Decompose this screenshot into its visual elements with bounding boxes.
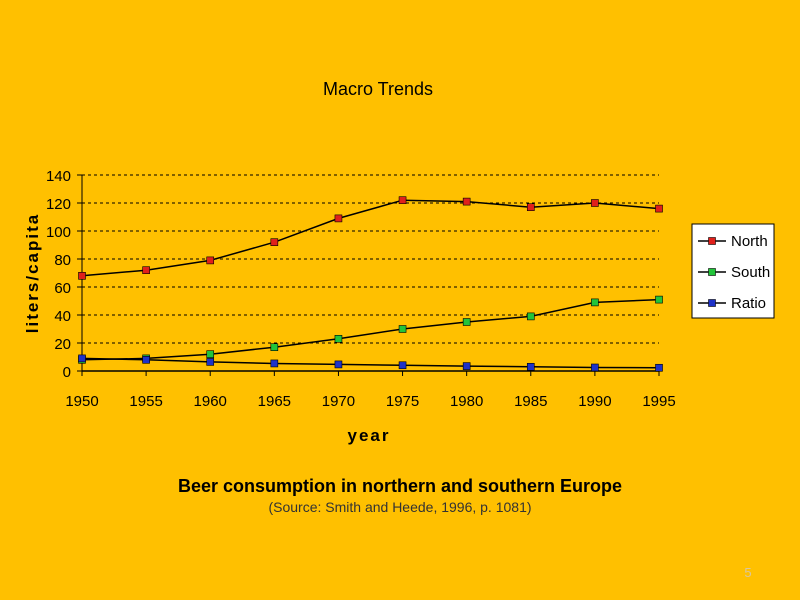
x-tick-label: 1980 <box>450 393 483 410</box>
data-point-ratio <box>270 359 279 368</box>
data-point-north <box>526 203 535 211</box>
y-axis-label: liters/capita <box>23 213 42 334</box>
legend-marker-north <box>708 237 716 245</box>
data-point-ratio <box>334 360 343 369</box>
x-tick-label: 1955 <box>129 393 162 410</box>
x-tick-label: 1960 <box>194 393 227 410</box>
data-point-north <box>462 197 471 206</box>
gridlines <box>82 174 659 344</box>
y-tick-label: 20 <box>54 336 71 353</box>
x-tick-label: 1965 <box>258 393 291 410</box>
axis-ticks: 0 20 40 60 80 100 120 140 1950 1955 1960 1965 1970 19… <box>46 168 676 410</box>
y-tick-label: 140 <box>46 168 71 185</box>
data-point-ratio <box>398 361 407 370</box>
data-point-ratio <box>526 362 535 371</box>
y-tick-label: 60 <box>54 280 71 297</box>
data-point-north <box>591 199 599 207</box>
data-point-north <box>334 214 343 223</box>
y-tick-label: 40 <box>54 308 71 325</box>
series-line-south <box>81 298 660 361</box>
chart-title: Macro Trends <box>322 79 434 99</box>
series-lines <box>78 196 663 372</box>
legend: North South Ratio <box>691 223 775 319</box>
data-point-north <box>206 256 215 265</box>
slide-caption: Beer consumption in northern and souther… <box>177 476 623 496</box>
data-point-north <box>142 266 150 275</box>
data-point-ratio <box>78 354 86 363</box>
y-tick-label: 80 <box>54 252 71 269</box>
data-point-ratio <box>591 363 599 372</box>
data-point-south <box>206 350 215 359</box>
data-point-south <box>462 318 471 326</box>
data-point-north <box>655 204 663 213</box>
x-tick-label: 1950 <box>65 393 98 410</box>
legend-label-north: North <box>731 233 768 250</box>
legend-marker-south <box>708 268 716 276</box>
x-tick-label: 1985 <box>514 393 547 410</box>
data-point-north <box>270 238 279 246</box>
x-tick-label: 1975 <box>386 393 419 410</box>
data-point-south <box>334 334 343 343</box>
series-line-north <box>81 199 660 277</box>
data-point-ratio <box>206 358 215 366</box>
data-point-ratio <box>655 363 663 372</box>
y-tick-label: 120 <box>46 196 71 213</box>
x-tick-label: 1970 <box>322 393 355 410</box>
data-point-north <box>398 196 407 204</box>
y-tick-label: 0 <box>63 364 71 381</box>
page-number: 5 <box>744 565 752 580</box>
data-point-south <box>655 295 663 304</box>
data-point-south <box>270 343 279 352</box>
x-axis-label: year <box>348 426 391 445</box>
data-point-south <box>526 312 535 321</box>
x-tick-label: 1990 <box>578 393 611 410</box>
data-point-south <box>591 298 599 307</box>
source-citation: (Source: Smith and Heede, 1996, p. 1081) <box>268 499 532 515</box>
data-point-ratio <box>462 362 471 370</box>
series-line-ratio <box>81 357 660 369</box>
legend-label-ratio: Ratio <box>731 295 766 312</box>
data-point-north <box>78 271 86 280</box>
legend-marker-ratio <box>708 299 716 307</box>
y-tick-label: 100 <box>46 224 71 241</box>
x-tick-label: 1995 <box>642 393 675 410</box>
data-point-south <box>398 325 407 333</box>
data-point-ratio <box>142 355 150 364</box>
legend-label-south: South <box>731 264 770 281</box>
